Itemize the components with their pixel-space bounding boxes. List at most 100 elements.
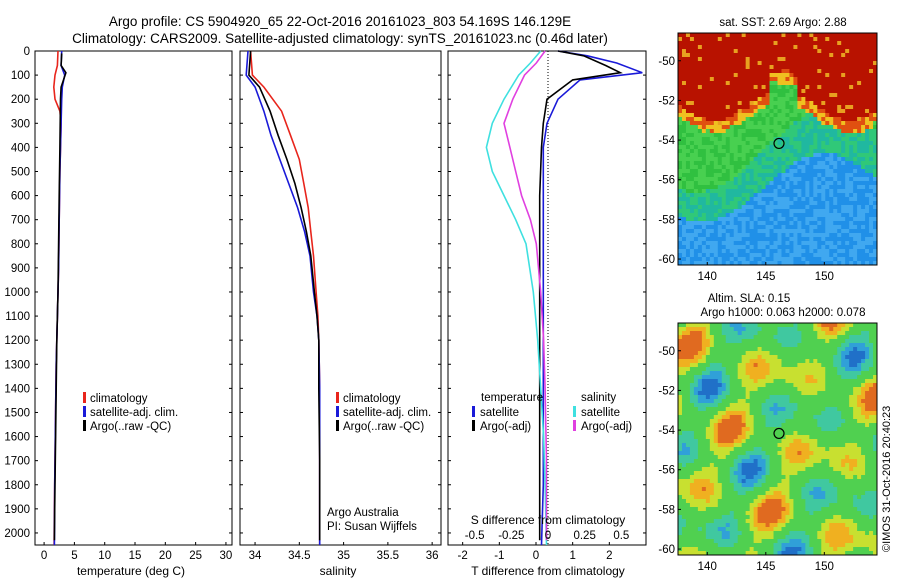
map-cell bbox=[841, 161, 846, 166]
map-cell bbox=[733, 229, 739, 234]
map-cell bbox=[797, 367, 802, 372]
map-cell bbox=[689, 245, 695, 250]
map-cell bbox=[845, 133, 850, 138]
map-cell bbox=[801, 435, 806, 440]
map-cell bbox=[781, 61, 786, 66]
map-cell bbox=[689, 391, 695, 396]
map-cell bbox=[709, 335, 715, 340]
map-cell bbox=[833, 363, 838, 368]
map-cell bbox=[733, 209, 739, 214]
map-cell bbox=[861, 109, 866, 114]
map-cell bbox=[845, 387, 850, 392]
map-cell bbox=[693, 129, 699, 134]
map-cell bbox=[777, 387, 782, 392]
map-cell bbox=[845, 117, 850, 122]
map-cell bbox=[721, 411, 727, 416]
map-cell bbox=[749, 463, 755, 468]
map-cell bbox=[697, 447, 703, 452]
map-cell bbox=[769, 121, 775, 126]
map-cell bbox=[793, 391, 798, 396]
map-cell bbox=[737, 371, 743, 376]
map-cell bbox=[849, 105, 854, 110]
map-cell bbox=[805, 355, 810, 360]
map-cell bbox=[725, 45, 731, 50]
map-cell bbox=[833, 455, 838, 460]
map-cell bbox=[801, 245, 806, 250]
map-cell bbox=[813, 375, 818, 380]
map-cell bbox=[837, 261, 842, 266]
map-cell bbox=[821, 69, 826, 74]
map-cell bbox=[737, 237, 743, 242]
map-cell bbox=[785, 145, 790, 150]
map-cell bbox=[733, 245, 739, 250]
map-cell bbox=[817, 137, 822, 142]
map-cell bbox=[769, 455, 775, 460]
map-cell bbox=[697, 49, 703, 54]
map-cell bbox=[709, 451, 715, 456]
map-cell bbox=[817, 379, 822, 384]
map-cell bbox=[801, 133, 806, 138]
map-cell bbox=[681, 85, 687, 90]
map-cell bbox=[813, 447, 818, 452]
map-cell bbox=[793, 455, 798, 460]
map-cell bbox=[713, 121, 719, 126]
map-cell bbox=[793, 125, 798, 130]
map-cell bbox=[865, 261, 870, 266]
map-cell bbox=[797, 217, 802, 222]
map-cell bbox=[837, 427, 842, 432]
map-cell bbox=[685, 217, 691, 222]
sla-heatmap-cells bbox=[678, 323, 878, 556]
map-cell bbox=[821, 65, 826, 70]
map-cell bbox=[785, 113, 790, 118]
map-cell bbox=[817, 189, 822, 194]
map-cell bbox=[865, 93, 870, 98]
map-cell bbox=[873, 49, 878, 54]
map-cell bbox=[837, 363, 842, 368]
map-cell bbox=[685, 169, 691, 174]
map-cell bbox=[785, 339, 790, 344]
map-cell bbox=[678, 149, 683, 154]
map-cell bbox=[781, 209, 786, 214]
map-cell bbox=[697, 193, 703, 198]
map-cell bbox=[689, 105, 695, 110]
map-cell bbox=[737, 149, 743, 154]
map-cell bbox=[693, 237, 699, 242]
map-cell bbox=[737, 117, 743, 122]
map-cell bbox=[725, 53, 731, 58]
map-cell bbox=[861, 69, 866, 74]
map-cell bbox=[865, 49, 870, 54]
map-cell bbox=[678, 351, 683, 356]
map-cell bbox=[693, 351, 699, 356]
map-cell bbox=[701, 197, 707, 202]
map-cell bbox=[721, 229, 727, 234]
map-cell bbox=[801, 45, 806, 50]
map-cell bbox=[813, 427, 818, 432]
map-cell bbox=[809, 149, 814, 154]
map-cell bbox=[765, 261, 771, 266]
map-cell bbox=[777, 463, 782, 468]
map-cell bbox=[721, 93, 727, 98]
map-cell bbox=[869, 447, 874, 452]
map-cell bbox=[801, 113, 806, 118]
map-cell bbox=[849, 237, 854, 242]
map-cell bbox=[849, 455, 854, 460]
map-cell bbox=[757, 213, 763, 218]
map-cell bbox=[829, 65, 834, 70]
map-cell bbox=[829, 399, 834, 404]
map-cell bbox=[789, 41, 794, 46]
map-cell bbox=[717, 133, 723, 138]
map-cell bbox=[709, 387, 715, 392]
map-cell bbox=[813, 189, 818, 194]
map-cell bbox=[741, 335, 747, 340]
legend-swatch-s-satellite bbox=[573, 406, 576, 417]
map-cell bbox=[805, 137, 810, 142]
map-cell bbox=[793, 443, 798, 448]
map-cell bbox=[805, 447, 810, 452]
map-cell bbox=[849, 173, 854, 178]
map-cell bbox=[681, 451, 687, 456]
map-cell bbox=[825, 77, 830, 82]
depth-tick-label: 500 bbox=[11, 166, 30, 178]
map-cell bbox=[857, 327, 862, 332]
map-cell bbox=[757, 459, 763, 464]
map-cell bbox=[817, 73, 822, 78]
